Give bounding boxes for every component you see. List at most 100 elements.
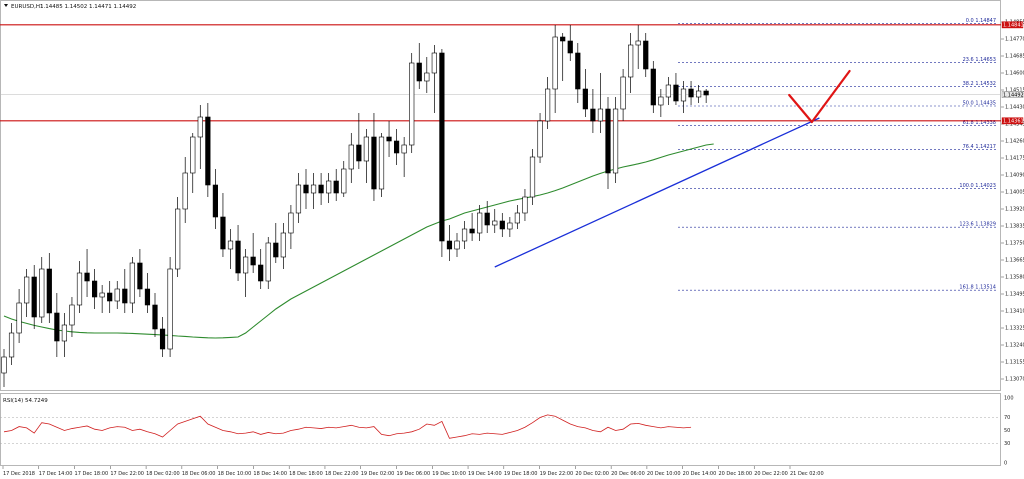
candle	[635, 25, 641, 69]
candle-body	[628, 44, 634, 78]
candle-body	[401, 144, 407, 154]
fib-label: 100.0 1.14023	[959, 183, 996, 189]
price-box-label: 1.14361	[1003, 119, 1024, 125]
candle	[273, 223, 279, 263]
time-tick-label: 21 Dec 02:00	[790, 471, 824, 477]
candle	[182, 157, 188, 223]
candle-body	[560, 36, 566, 42]
candle	[680, 81, 687, 113]
candle-body	[273, 242, 279, 258]
candle-body	[484, 212, 490, 226]
candle-body	[386, 136, 392, 142]
candle-body	[250, 256, 256, 266]
price-tick-label: 1.13240	[1005, 343, 1024, 349]
candle	[695, 85, 702, 103]
candle-body	[16, 302, 22, 334]
candle	[348, 133, 354, 183]
fib-label: 61.8 1.14338	[963, 120, 996, 126]
candle	[24, 269, 30, 317]
price-axis: 1.148551.147701.146851.146001.145151.144…	[1001, 20, 1024, 383]
candle-body	[205, 116, 211, 186]
candle-body	[212, 184, 219, 218]
rsi-tick-label: 30	[1004, 441, 1010, 447]
price-tick-label: 1.13580	[1005, 275, 1024, 281]
candle	[499, 213, 505, 237]
fib-label: 0.0 1.14847	[966, 18, 996, 24]
candle-body	[46, 268, 52, 314]
candle-body	[680, 88, 687, 102]
candle-body	[114, 288, 120, 302]
candle	[99, 285, 105, 313]
candle	[529, 149, 536, 205]
candle-body	[424, 72, 430, 82]
time-tick-label: 17 Dec 14:00	[39, 471, 73, 477]
price-box-resistance-mid: 1.14361	[1001, 117, 1024, 125]
time-tick-label: 18 Dec 18:00	[289, 471, 323, 477]
chevron-down-icon[interactable]	[4, 4, 8, 7]
candle-body	[326, 180, 332, 194]
candle-body	[39, 268, 45, 318]
price-tick-label: 1.13410	[1005, 309, 1024, 315]
candle-body	[356, 144, 362, 162]
candle-body	[703, 90, 709, 96]
candle	[212, 169, 219, 229]
ohlc-readout: 1.14485 1.14502 1.14471 1.14492	[40, 4, 136, 10]
candle-body	[8, 332, 15, 358]
candle	[409, 53, 415, 153]
candle-body	[431, 52, 437, 74]
price-box-label: 1.14492	[1003, 92, 1024, 98]
support-trendline[interactable]	[494, 117, 820, 268]
candle-body	[1, 356, 7, 374]
candle	[137, 249, 143, 297]
candle	[665, 77, 671, 105]
candle-body	[363, 136, 370, 162]
candle-body	[92, 280, 98, 298]
candle	[461, 221, 468, 249]
candle-body	[61, 324, 67, 342]
fib-label: 123.6 1.13829	[959, 222, 996, 228]
candle	[167, 257, 173, 357]
candle	[46, 253, 52, 323]
fibonacci-levels: 0.0 1.14847 23.6 1.14653 38.2 1.14532 50.0 …	[678, 18, 998, 291]
price-tick-label: 1.14430	[1005, 105, 1024, 111]
candle	[69, 297, 75, 337]
candle-body	[643, 40, 649, 70]
candle	[582, 69, 588, 117]
candle	[612, 97, 619, 183]
candle	[295, 173, 302, 223]
candle	[484, 201, 490, 233]
time-tick-label: 19 Dec 22:00	[540, 471, 574, 477]
candle	[326, 173, 332, 203]
candle	[303, 169, 309, 209]
candle-body	[454, 240, 460, 250]
price-tick-label: 1.13920	[1005, 207, 1024, 213]
price-tick-label: 1.14090	[1005, 173, 1024, 179]
candle-body	[235, 240, 241, 274]
candle-body	[137, 262, 143, 290]
time-tick-label: 17 Dec 18:00	[75, 471, 109, 477]
forecast-arrow	[788, 93, 813, 124]
time-tick-label: 20 Dec 18:00	[718, 471, 752, 477]
candle	[122, 269, 128, 313]
price-box-label: 1.14841	[1003, 23, 1024, 29]
candle	[628, 33, 634, 93]
rsi-indicator: 100 70 50 30 0	[0, 396, 1014, 467]
candle-body	[303, 184, 309, 194]
fib-label: 50.0 1.14435	[963, 101, 996, 107]
candle	[144, 273, 151, 313]
candle-body	[227, 240, 234, 250]
price-tick-label: 1.14175	[1005, 156, 1024, 162]
time-tick-label: 19 Dec 02:00	[361, 471, 395, 477]
candle-body	[529, 156, 536, 198]
candle-body	[348, 144, 354, 170]
candle-body	[310, 184, 317, 194]
trendline-group[interactable]	[494, 117, 820, 268]
candle	[703, 89, 709, 103]
candle	[590, 89, 596, 133]
time-tick-label: 17 Dec 22:00	[110, 471, 144, 477]
fib-label: 76.4 1.14217	[963, 144, 996, 150]
candle-body	[665, 84, 671, 98]
candle-body	[371, 136, 377, 190]
